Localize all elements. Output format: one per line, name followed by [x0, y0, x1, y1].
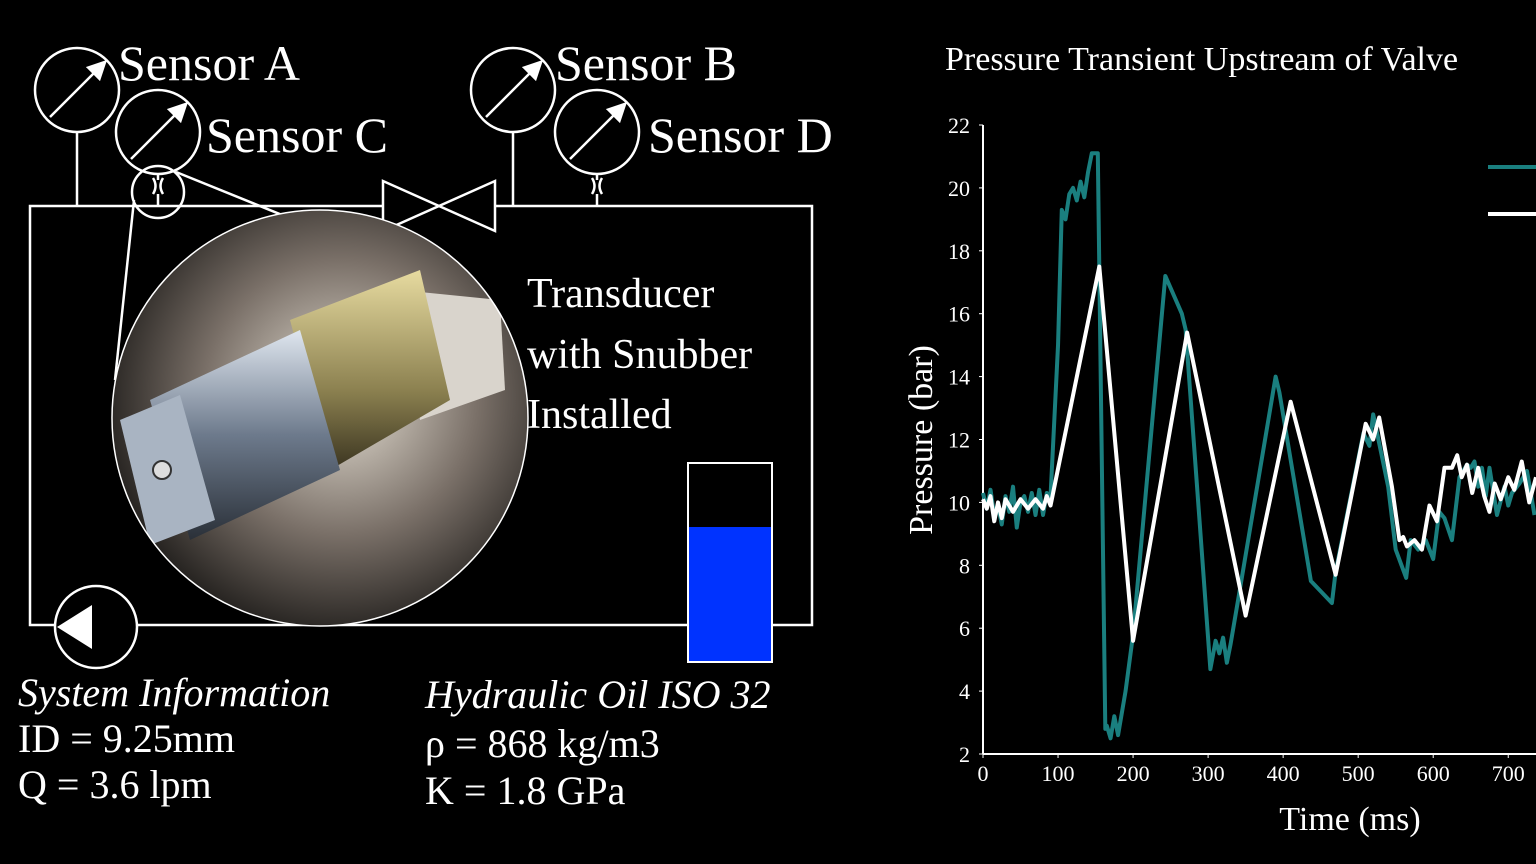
info-line: ρ = 868 kg/m3	[425, 721, 660, 766]
gauge-needle	[485, 59, 544, 118]
x-tick-label: 200	[1117, 761, 1150, 786]
sensor-label: Sensor B	[555, 35, 737, 91]
info-title: Hydraulic Oil ISO 32	[424, 672, 771, 717]
gauge-needle	[49, 59, 108, 118]
y-tick-label: 16	[948, 302, 970, 327]
x-tick-label: 700	[1492, 761, 1525, 786]
sensor-label: Sensor A	[118, 35, 300, 91]
y-tick-label: 2	[959, 742, 970, 767]
info-line: ID = 9.25mm	[18, 716, 235, 761]
y-tick-label: 6	[959, 616, 970, 641]
transducer-label: Installed	[527, 392, 672, 438]
gauge	[469, 46, 557, 134]
y-tick-label: 18	[948, 239, 970, 264]
y-tick-label: 8	[959, 553, 970, 578]
y-tick-label: 12	[948, 428, 970, 453]
y-tick-label: 4	[959, 679, 970, 704]
data-line	[981, 151, 1536, 741]
tank-oil	[689, 527, 771, 661]
circuit	[28, 46, 814, 670]
gauge-needle	[569, 101, 628, 160]
transducer-label: with Snubber	[527, 332, 752, 378]
info-line: K = 1.8 GPa	[425, 768, 626, 813]
zoom-line	[113, 199, 136, 381]
gauge-needle	[130, 101, 189, 160]
x-tick-label: 100	[1042, 761, 1075, 786]
y-tick-label: 14	[948, 365, 970, 390]
chart-title: Pressure Transient Upstream of Valve	[945, 41, 1458, 78]
x-tick-label: 300	[1192, 761, 1225, 786]
info-line: Q = 3.6 lpm	[18, 762, 212, 807]
photo-frame	[111, 209, 529, 627]
chart: Pressure Transient Upstream of Valve Tim…	[903, 41, 1536, 838]
info-title: System Information	[18, 670, 330, 715]
snubber	[151, 174, 165, 206]
pump	[53, 584, 139, 670]
sensor-label: Sensor D	[648, 107, 833, 163]
x-axis-label: Time (ms)	[1279, 801, 1420, 838]
x-tick-label: 600	[1417, 761, 1450, 786]
transducer-photo	[112, 210, 528, 626]
x-tick-label: 400	[1267, 761, 1300, 786]
y-tick-label: 10	[948, 490, 970, 515]
pump-arrow	[57, 605, 92, 649]
valve	[381, 179, 497, 233]
magnifier	[130, 164, 186, 220]
gauge	[33, 46, 121, 134]
sensor-label: Sensor C	[206, 107, 388, 163]
y-axis-label: Pressure (bar)	[903, 345, 940, 535]
x-tick-label: 500	[1342, 761, 1375, 786]
y-tick-label: 20	[948, 176, 970, 201]
x-tick-label: 0	[978, 761, 989, 786]
data-line	[981, 264, 1536, 643]
snubber	[590, 174, 604, 206]
y-tick-label: 22	[948, 113, 970, 138]
transducer-label: Transducer	[527, 271, 714, 317]
